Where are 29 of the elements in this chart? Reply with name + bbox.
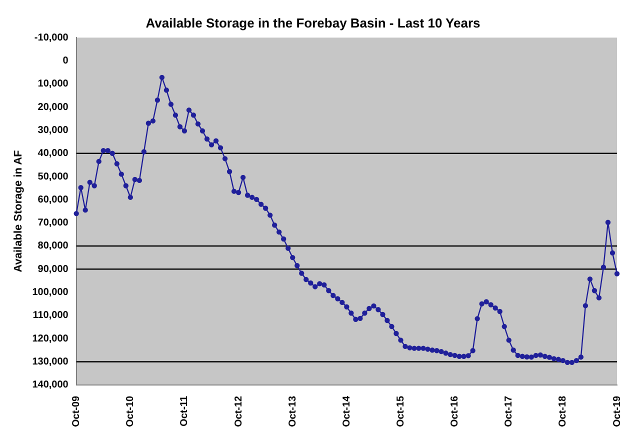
x-tick-label: Oct-13 bbox=[287, 395, 298, 427]
y-tick-label: 80,000 bbox=[38, 240, 69, 252]
y-tick-label: 130,000 bbox=[32, 356, 69, 368]
x-tick-label: Oct-16 bbox=[450, 395, 461, 427]
chart-title: Available Storage in the Forebay Basin - Last 10 Years bbox=[146, 15, 480, 30]
x-tick-label: Oct-09 bbox=[71, 395, 82, 427]
x-tick-label: Oct-11 bbox=[179, 395, 190, 426]
y-tick-label: -10,000 bbox=[34, 32, 69, 44]
x-tick-label: Oct-15 bbox=[395, 395, 406, 427]
y-tick-label: 0 bbox=[62, 56, 69, 66]
x-tick-label: Oct-17 bbox=[504, 395, 515, 427]
y-tick-label: 30,000 bbox=[38, 124, 69, 136]
y-tick-label: 50,000 bbox=[38, 171, 69, 182]
x-tick-label: Oct-18 bbox=[558, 395, 569, 427]
y-tick-label: 120,000 bbox=[32, 333, 69, 344]
y-tick-label: 40,000 bbox=[38, 148, 69, 160]
x-tick-label: Oct-10 bbox=[125, 395, 136, 427]
y-tick-label: 100,000 bbox=[32, 287, 69, 298]
y-tick-label: 60,000 bbox=[38, 194, 69, 206]
y-tick-label: 140,000 bbox=[32, 380, 69, 391]
y-tick-label: 10,000 bbox=[38, 78, 69, 90]
y-tick-label: 70,000 bbox=[38, 218, 69, 229]
y-tick-label: 20,000 bbox=[38, 102, 69, 113]
x-tick-label: Oct-12 bbox=[233, 395, 244, 427]
x-tick-label: Oct-19 bbox=[612, 395, 623, 427]
y-tick-label: 90,000 bbox=[38, 264, 69, 275]
y-axis-title: Available Storage in AF bbox=[12, 150, 25, 272]
x-tick-label: Oct-14 bbox=[341, 395, 352, 427]
y-tick-label: 110,000 bbox=[32, 310, 69, 322]
